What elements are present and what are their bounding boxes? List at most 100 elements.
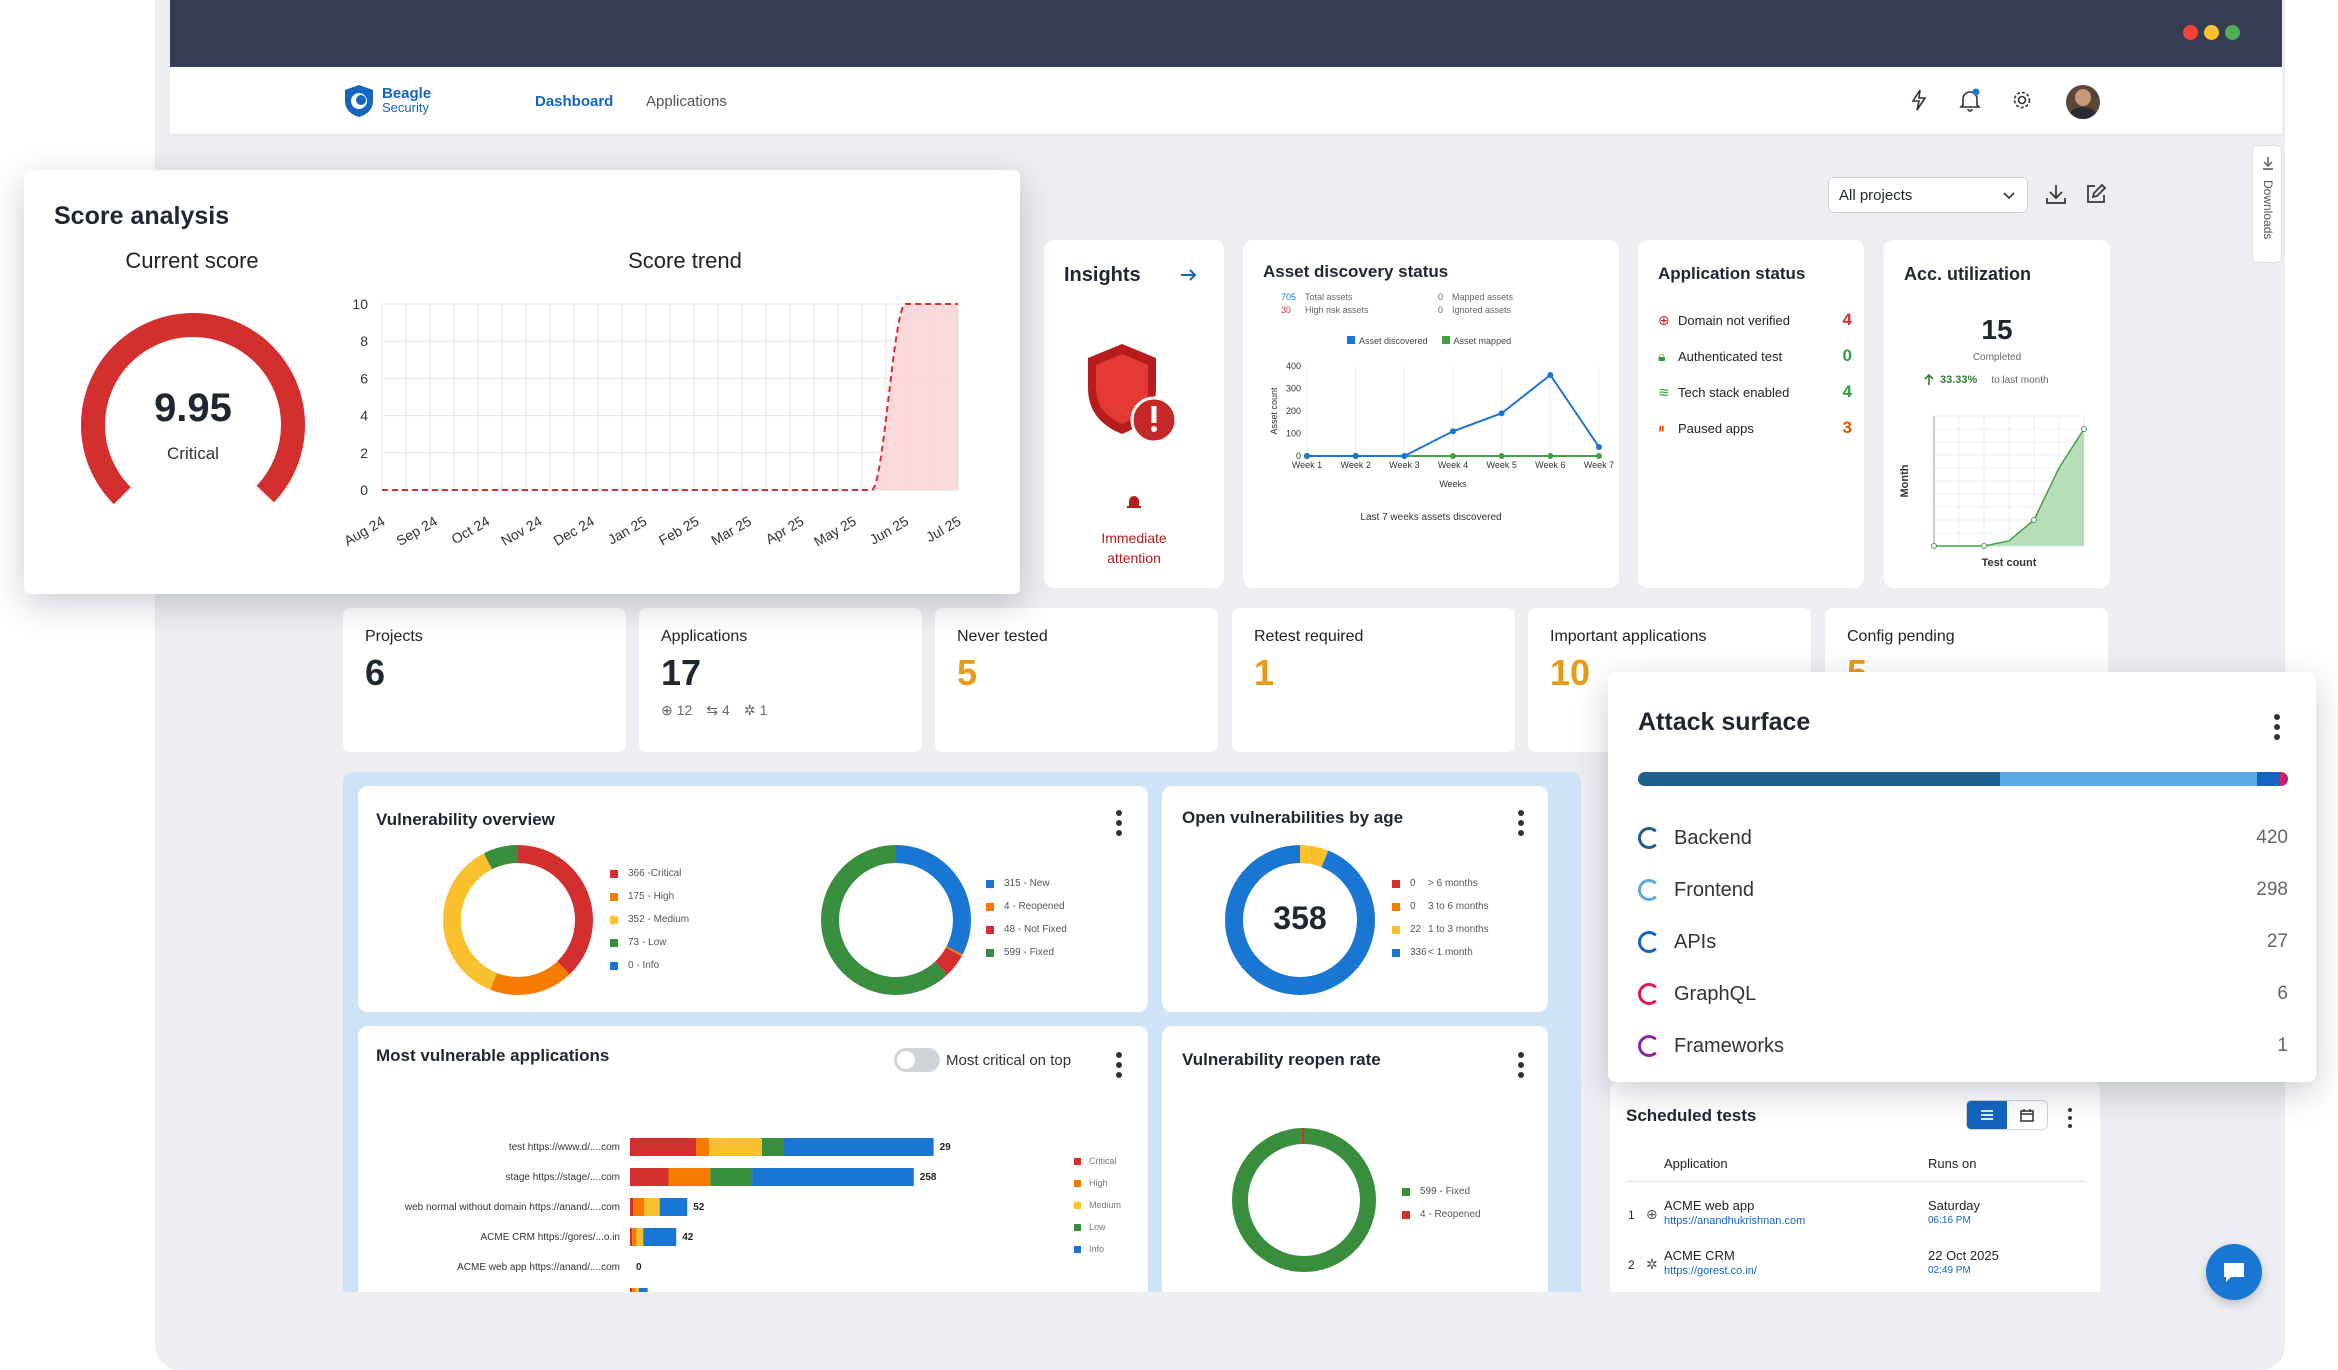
stat-card-projects[interactable]: Projects 6 xyxy=(343,608,626,752)
tab-dashboard[interactable]: Dashboard xyxy=(535,93,614,110)
app-name[interactable]: ACME CRM xyxy=(1664,1248,1735,1263)
attack-item-value: 27 xyxy=(2266,931,2288,952)
scheduled-menu[interactable] xyxy=(2068,1108,2072,1132)
attack-title: Attack surface xyxy=(1638,708,1811,736)
attack-item-label: GraphQL xyxy=(1674,982,1757,1005)
brand-name: Beagle xyxy=(382,85,432,102)
scheduled-title: Scheduled tests xyxy=(1626,1106,1757,1125)
lightning-icon[interactable] xyxy=(1910,89,1928,111)
data-point xyxy=(2031,517,2037,523)
legend-count: 22 xyxy=(1410,924,1422,935)
util-title: Acc. utilization xyxy=(1904,264,2032,284)
legend-item: 0 - Info xyxy=(610,960,689,971)
chat-button[interactable] xyxy=(2206,1244,2262,1300)
edit-icon[interactable] xyxy=(2085,183,2107,205)
legend-swatch xyxy=(1074,1157,1081,1165)
vuln-overview-title: Vulnerability overview xyxy=(376,810,555,829)
download-icon[interactable] xyxy=(2045,183,2067,205)
attack-item[interactable]: Backend 420 xyxy=(1638,812,2288,864)
severity-donut xyxy=(443,845,593,995)
app-status-item[interactable]: ≋ Tech stack enabled 4 xyxy=(1658,374,1852,410)
high-risk-value: 30 xyxy=(1281,305,1292,315)
attack-item[interactable]: APIs 27 xyxy=(1638,916,2288,968)
gear-icon: ✲ xyxy=(1646,1256,1658,1272)
attack-item[interactable]: Frontend 298 xyxy=(1638,864,2288,916)
data-point xyxy=(1547,453,1554,459)
legend-text: 599 - Fixed xyxy=(1004,947,1055,958)
list-view-button[interactable] xyxy=(1967,1101,2007,1129)
stat-card-applications[interactable]: Applications 17 ⊕ 12 ⇆ 4 ✲ 1 xyxy=(639,608,922,752)
attack-item[interactable]: Frameworks 1 xyxy=(1638,1020,2288,1072)
reopen-menu[interactable] xyxy=(1518,1052,1524,1082)
legend-swatch xyxy=(610,869,618,878)
tab-applications[interactable]: Applications xyxy=(646,93,727,110)
score-title: Score analysis xyxy=(54,202,230,230)
vuln-overview-menu[interactable] xyxy=(1116,810,1122,840)
legend-text: 3 to 6 months xyxy=(1428,901,1489,912)
avatar[interactable] xyxy=(2066,85,2100,119)
attack-item-label: APIs xyxy=(1674,930,1717,953)
close-dot[interactable] xyxy=(2183,25,2198,40)
trend-line xyxy=(382,303,958,491)
most-vuln-menu[interactable] xyxy=(1116,1052,1122,1082)
web-icon: ⊕ xyxy=(661,702,673,718)
legend-count: 336 xyxy=(1410,947,1427,958)
bell-icon[interactable] xyxy=(1959,88,1981,112)
legend-item: Medium xyxy=(1074,1200,1121,1210)
high-risk-label: High risk assets xyxy=(1305,305,1369,315)
app-url[interactable]: https://gorest.co.in/ xyxy=(1664,1265,1757,1277)
donut-segment xyxy=(443,845,593,995)
loading-ring-icon xyxy=(1638,879,1660,901)
app-type-count: 1 xyxy=(759,702,768,718)
legend-swatch xyxy=(1402,1210,1410,1219)
stat-card-never-tested[interactable]: Never tested 5 xyxy=(935,608,1218,752)
data-point xyxy=(1498,410,1505,417)
app-type-count: 12 xyxy=(676,702,693,718)
stat-card-retest-required[interactable]: Retest required 1 xyxy=(1232,608,1515,752)
bar-segment xyxy=(630,1228,633,1246)
attack-item-label: Frameworks xyxy=(1674,1034,1785,1057)
legend-item: 73 - Low xyxy=(610,937,689,948)
arrow-right-icon[interactable] xyxy=(1180,268,1198,282)
bar-segment xyxy=(633,1198,645,1216)
open-age-total: 358 xyxy=(1273,900,1327,936)
legend-item: 0 3 to 6 months xyxy=(1392,901,1489,912)
legend-item: 4 - Reopened xyxy=(986,901,1067,912)
stat-label: Never tested xyxy=(957,628,1048,645)
legend-item: Low xyxy=(1074,1222,1121,1232)
brand-logo[interactable]: Beagle Security xyxy=(342,83,431,119)
gauge-fill xyxy=(81,313,305,505)
bar-total-label: 52 xyxy=(693,1202,705,1213)
bar-category-label: test https://www.d/....com xyxy=(509,1142,620,1153)
insights-title: Insights xyxy=(1064,264,1141,286)
y-tick-label: 8 xyxy=(360,333,368,349)
legend-text: 315 - New xyxy=(1004,878,1050,889)
y-axis-label: Asset count xyxy=(1269,387,1279,435)
legend-text: 4 - Reopened xyxy=(1004,901,1065,912)
attack-item[interactable]: GraphQL 6 xyxy=(1638,968,2288,1020)
gear-icon[interactable] xyxy=(2011,89,2033,111)
row-number: 2 xyxy=(1628,1258,1635,1272)
shield-alert-icon xyxy=(1088,344,1178,444)
x-tick-label: Apr 25 xyxy=(763,513,807,548)
total-assets-label: Total assets xyxy=(1305,292,1353,302)
legend-text: Medium xyxy=(1089,1200,1122,1210)
app-status-item[interactable]: ⏸︎ Paused apps 3 xyxy=(1658,410,1852,446)
open-age-menu[interactable] xyxy=(1518,810,1524,840)
downloads-side-tab[interactable]: Downloads xyxy=(2252,145,2282,263)
stat-value: 5 xyxy=(957,652,978,693)
calendar-view-button[interactable] xyxy=(2007,1101,2047,1129)
data-point xyxy=(1450,428,1456,435)
download-small-icon xyxy=(2263,157,2273,170)
critical-toggle[interactable] xyxy=(894,1048,940,1072)
app-status-item[interactable]: 🔒︎ Authenticated test 0 xyxy=(1658,338,1852,374)
minimize-dot[interactable] xyxy=(2204,25,2219,40)
app-name[interactable]: ACME web app xyxy=(1664,1198,1755,1213)
attack-menu[interactable] xyxy=(2274,714,2280,744)
project-select[interactable]: All projects xyxy=(1828,177,2028,213)
y-axis-label: Month xyxy=(1899,464,1911,497)
attack-bar-segment xyxy=(2284,772,2288,786)
app-status-item[interactable]: ⊕ Domain not verified 4 xyxy=(1658,302,1852,338)
maximize-dot[interactable] xyxy=(2225,25,2240,40)
app-url[interactable]: https://anandhukrishnan.com xyxy=(1664,1215,1806,1227)
